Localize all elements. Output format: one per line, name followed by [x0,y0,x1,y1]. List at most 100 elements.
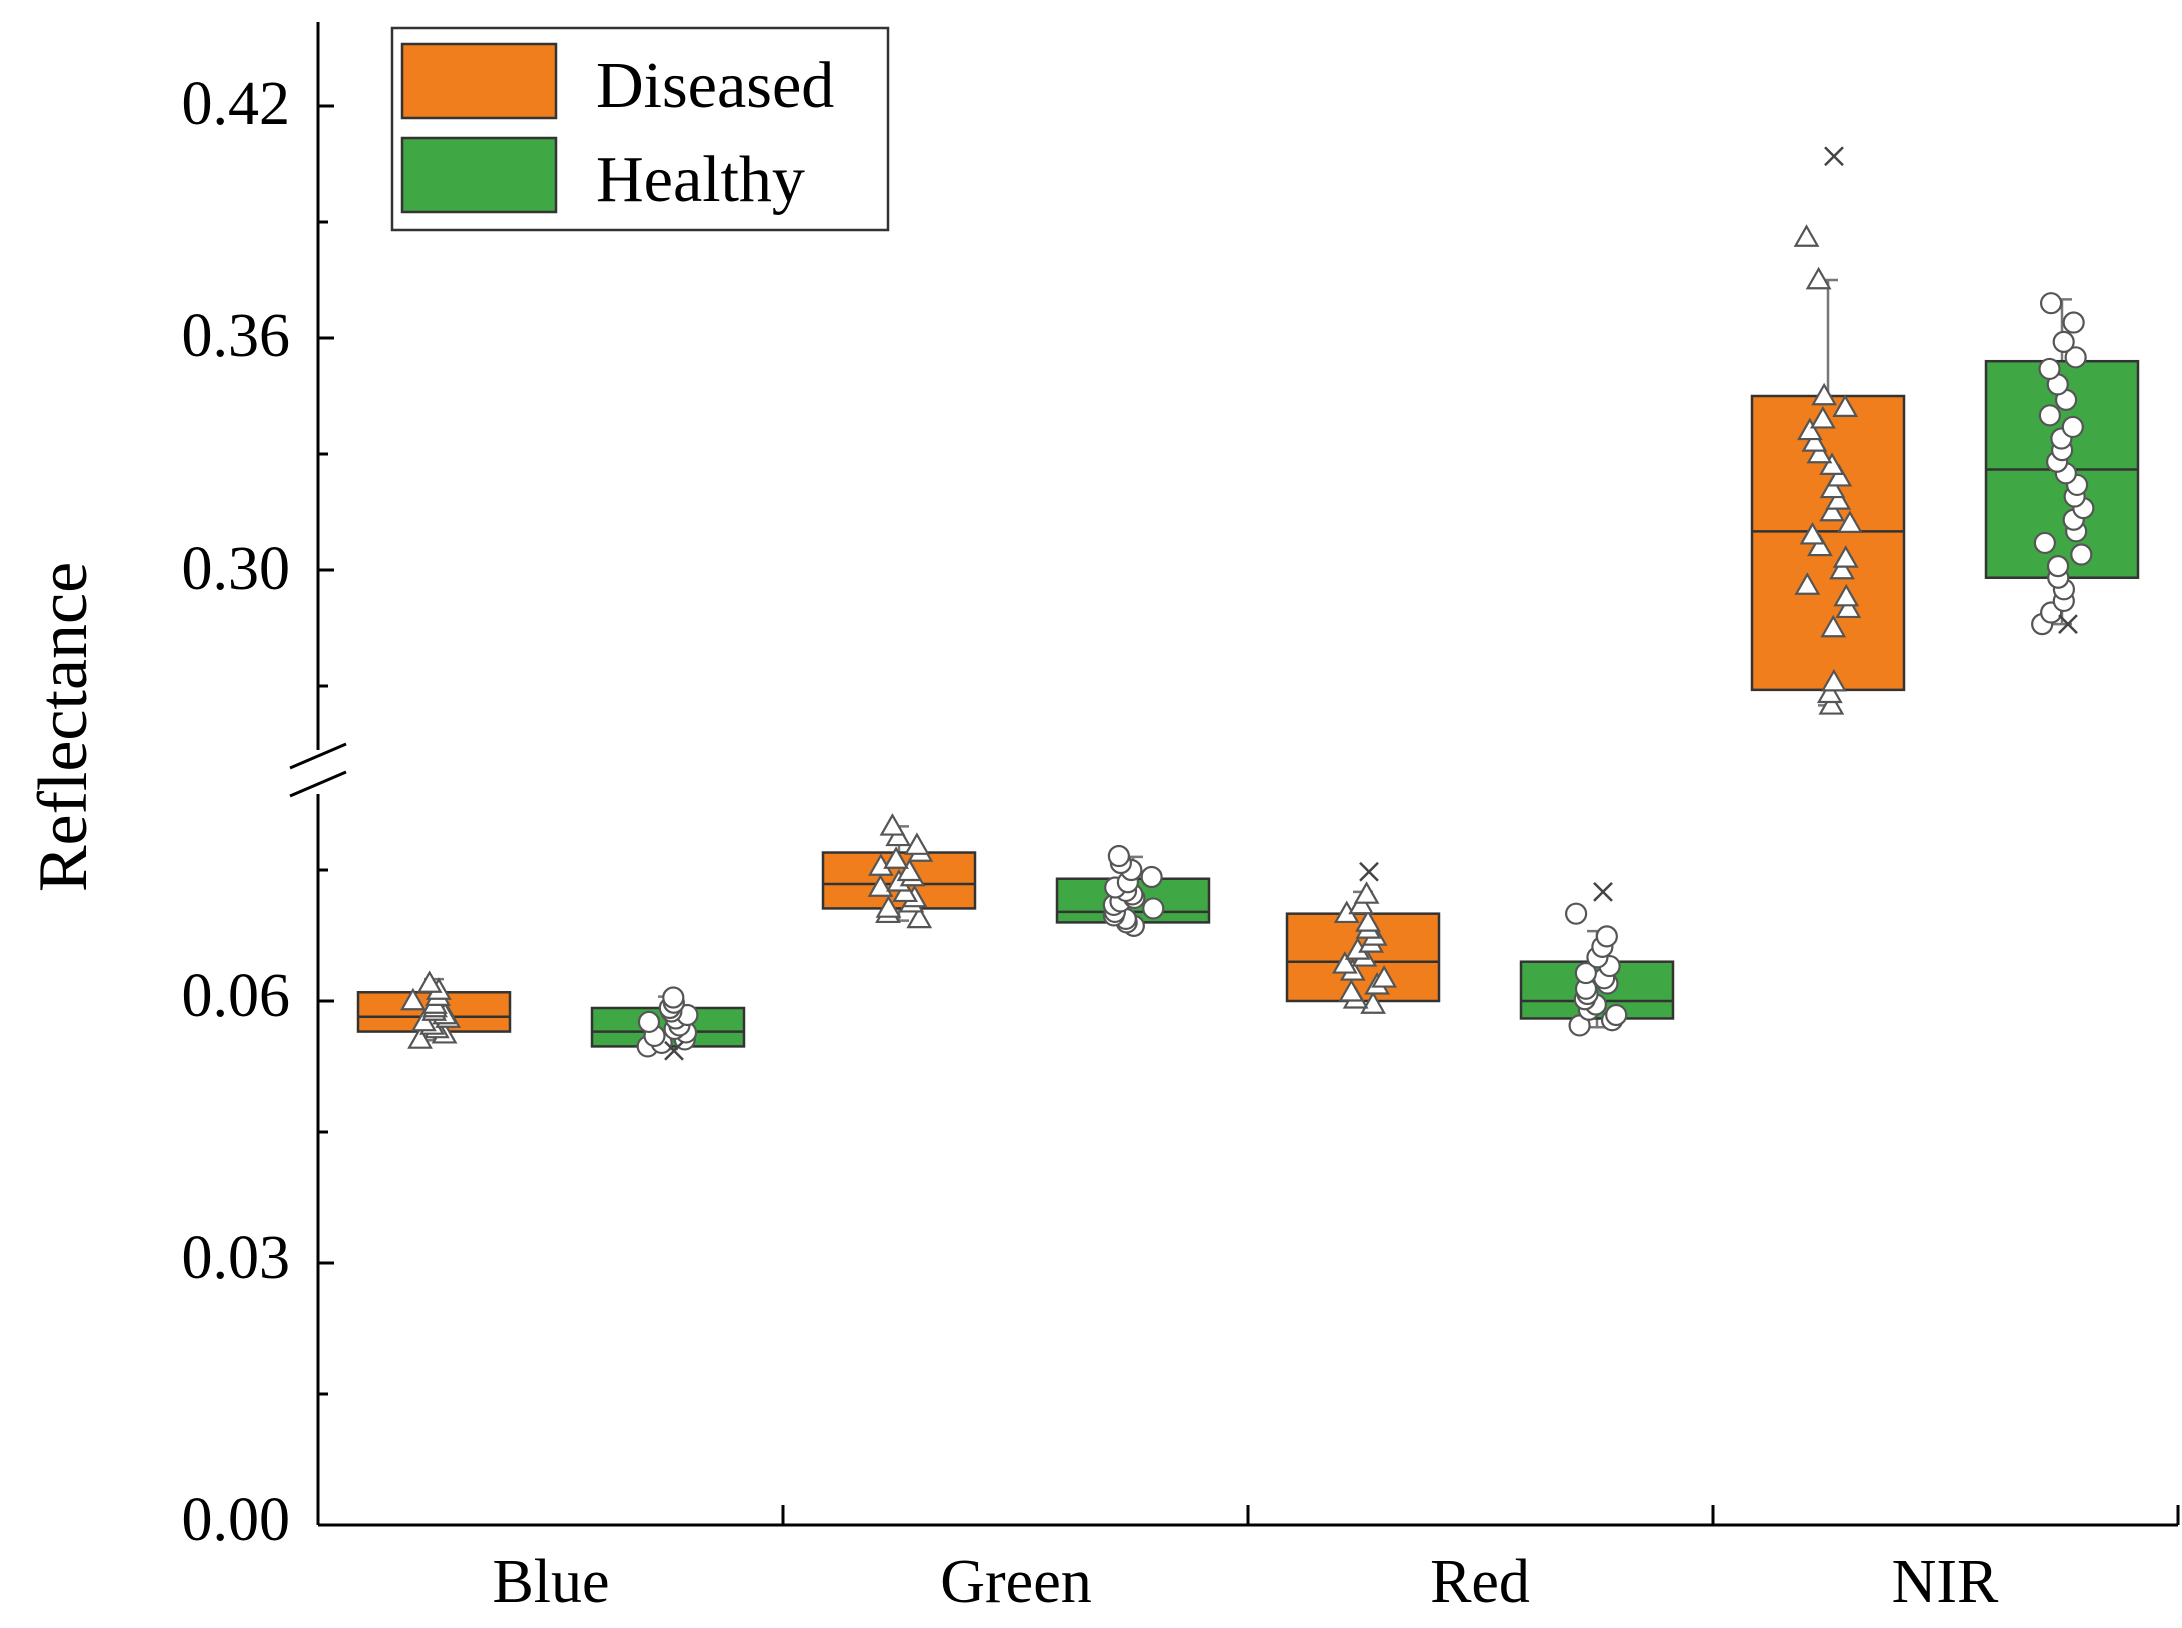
data-point [883,846,909,869]
data-point [2062,311,2085,334]
data-point [1140,865,1163,889]
data-point [2064,346,2087,369]
data-point [2039,292,2063,315]
legend: Diseased Healthy [390,26,890,232]
x-tick-labels: Blue Green Red NIR [492,1548,1999,1616]
data-point [2052,330,2075,353]
data-point [1574,961,1597,985]
y-tick-label: 0.06 [182,962,291,1030]
y-tick-label: 0.00 [182,1486,291,1554]
data-point [637,1010,661,1034]
y-tick-label: 0.03 [182,1224,291,1292]
axes [289,22,2178,1527]
data-point [1826,463,1853,487]
box-healthy-nir [1984,292,2140,636]
axis-break-mark [289,742,347,798]
x-tick-label-red: Red [1430,1548,1530,1616]
data-point [906,905,933,929]
data-point [896,858,923,882]
data-point [1107,844,1130,868]
outlier-stroke [2058,614,2078,635]
data-point [1835,595,1862,619]
data-point [1816,680,1843,704]
data-point [2070,543,2093,566]
data-point [1794,572,1821,595]
data-point [2038,357,2061,381]
outlier-stroke [1824,146,1844,167]
data-point [399,987,426,1011]
data-point [1809,405,1836,429]
box-healthy-green [1055,844,1211,937]
box-diseased-nir [1750,146,1906,715]
data-point [1833,583,1860,607]
legend-swatch-diseased [400,42,558,120]
outlier-stroke [664,1040,684,1061]
outlier-stroke [1359,861,1379,882]
data-point [1837,510,1863,533]
x-tick-label-green: Green [940,1548,1091,1616]
data-point [1829,556,1855,580]
data-point [1832,394,1859,417]
data-point [1832,545,1859,568]
box-healthy-red [1519,881,1675,1037]
x-tick-label-blue: Blue [492,1548,609,1616]
data-point [1142,897,1165,920]
data-point [1819,452,1845,475]
y-tick-labels: 0.42 0.36 0.30 0.06 0.03 0.00 [182,70,291,1554]
data-point [1811,382,1838,406]
box-diseased-red [1285,861,1441,1014]
y-tick-label: 0.36 [182,302,291,370]
data-point [867,874,894,897]
data-point [879,813,906,836]
legend-label-diseased: Diseased [596,49,834,122]
data-point [1807,533,1833,557]
axis-ticks [316,104,2180,1527]
y-tick-label: 0.30 [182,535,291,603]
data-point [2061,415,2084,439]
data-point [2046,555,2070,578]
data-point [1818,692,1845,715]
data-point [1793,224,1820,247]
box-diseased-blue [356,970,512,1049]
data-point [1805,266,1832,290]
outlier-point [1359,861,1379,882]
data-point [1595,925,1618,948]
legend-label-healthy: Healthy [596,143,805,216]
box-healthy-blue [590,986,746,1061]
y-tick-label: 0.42 [182,70,291,138]
data-point [662,986,685,1009]
data-point [904,832,930,855]
data-point [1799,521,1826,545]
outlier-point [664,1040,684,1061]
data-point [1806,440,1833,464]
outlier-point [1593,881,1613,902]
iqr-box [1750,394,1906,692]
data-point [1819,475,1846,499]
data-point [1331,951,1358,974]
data-point [416,970,443,993]
data-point [1605,1003,1628,1027]
box-diseased-green [821,813,977,929]
data-point [1825,487,1852,510]
data-point [1565,902,1588,925]
data-point [2033,531,2056,555]
data-point [1371,965,1398,988]
data-point [1819,498,1845,522]
x-tick-label-nir: NIR [1892,1548,1999,1616]
legend-swatch-healthy [400,136,558,214]
data-point [1820,668,1847,692]
y-axis-label: Reflectance [25,562,102,892]
data-point [1820,614,1847,638]
data-point [2038,404,2061,427]
data-point [1796,417,1823,441]
data-point [1355,909,1381,932]
data-point [1353,881,1380,904]
plot-area [356,146,2140,1061]
data-point [1801,429,1828,452]
data-point [1338,979,1365,1002]
outlier-stroke [1593,881,1613,902]
data-point [875,895,902,918]
outlier-point [2058,614,2078,635]
outlier-point [1824,146,1844,167]
